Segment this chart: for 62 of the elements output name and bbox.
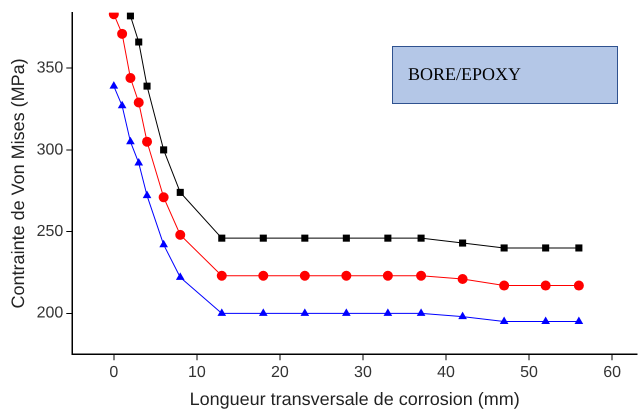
point	[135, 38, 142, 46]
point	[575, 244, 582, 252]
point	[216, 270, 227, 281]
point	[176, 188, 184, 196]
point	[218, 234, 226, 242]
y-tick-label: 350	[36, 60, 64, 77]
point	[499, 280, 510, 291]
point	[258, 270, 268, 281]
point	[416, 308, 426, 316]
point	[416, 270, 426, 281]
x-tick-label: 0	[109, 364, 118, 382]
y-tick-label: 300	[36, 141, 64, 158]
point	[574, 280, 584, 291]
point	[459, 240, 466, 247]
point	[541, 316, 550, 324]
point	[300, 270, 310, 281]
point	[159, 240, 168, 248]
point	[574, 316, 584, 324]
x-tick-label: 20	[271, 364, 289, 382]
point	[118, 100, 126, 108]
point	[125, 72, 136, 83]
x-tick-label: 40	[437, 364, 455, 382]
x-tick-label: 50	[520, 364, 538, 382]
point	[142, 136, 152, 147]
point	[382, 270, 393, 281]
x-tick-label: 30	[354, 364, 372, 382]
point	[109, 81, 118, 89]
point	[540, 280, 551, 291]
point	[117, 28, 128, 39]
point	[341, 270, 352, 281]
point	[384, 234, 392, 242]
y-tick-label: 250	[36, 223, 64, 240]
point	[176, 272, 185, 280]
point	[134, 158, 144, 166]
point	[300, 308, 310, 316]
point	[175, 230, 186, 240]
point	[134, 97, 144, 108]
point	[342, 234, 350, 242]
point	[217, 308, 226, 316]
point	[458, 274, 468, 284]
point	[126, 12, 134, 20]
x-tick-label: 60	[603, 364, 622, 382]
point	[160, 146, 168, 154]
point	[542, 244, 550, 252]
annotation: BORE/EPOXY	[408, 63, 522, 85]
x-tick-label: 10	[188, 364, 206, 382]
point	[301, 234, 308, 242]
y-tick-label: 200	[36, 304, 64, 322]
point	[418, 234, 425, 242]
y-axis-title: Contrainte de Von Mises (MPa)	[8, 58, 28, 308]
point	[500, 316, 508, 324]
point	[158, 192, 169, 202]
point	[126, 136, 135, 144]
point	[384, 308, 392, 316]
point	[458, 312, 467, 320]
point	[258, 308, 268, 316]
point	[142, 190, 152, 198]
point	[260, 234, 267, 242]
x-axis-title: Longueur transversale de corrosion (mm)	[190, 389, 520, 410]
point	[342, 308, 351, 316]
point	[500, 244, 508, 252]
point	[144, 82, 151, 90]
